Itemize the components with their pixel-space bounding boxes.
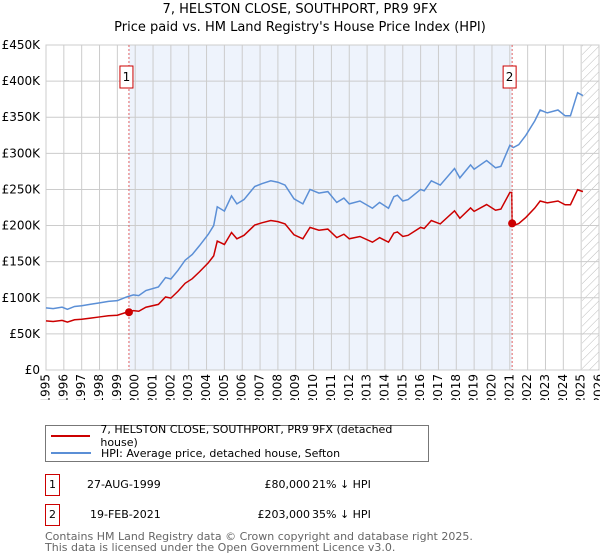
sale-marker-badge: 1 — [45, 474, 60, 496]
x-tick-label: 2011 — [324, 374, 338, 400]
y-tick-label: £200K — [2, 219, 42, 233]
plot-frame — [45, 44, 600, 371]
y-tick-label: £100K — [2, 291, 42, 305]
sale-marker-box — [502, 65, 517, 89]
x-tick-label: 2003 — [181, 374, 195, 400]
sale-row-2: 2 19-FEB-2021 £203,000 35% ↓ HPI — [45, 504, 445, 526]
x-tick-label: 2021 — [502, 374, 516, 400]
forecast-hatch — [582, 45, 599, 370]
x-tick-label: 2013 — [360, 374, 374, 400]
x-tick-label: 2023 — [538, 374, 552, 400]
legend-item-property: 7, HELSTON CLOSE, SOUTHPORT, PR9 9FX (de… — [51, 423, 428, 449]
x-tick-label: 2015 — [395, 374, 409, 400]
y-tick-label: £50K — [9, 327, 41, 341]
x-tick-label: 2010 — [306, 374, 320, 400]
sale-date: 19-FEB-2021 — [90, 508, 161, 521]
legend-label: 7, HELSTON CLOSE, SOUTHPORT, PR9 9FX (de… — [100, 423, 393, 449]
x-tick-label: 2008 — [270, 374, 284, 400]
x-tick-label: 2000 — [128, 374, 142, 400]
sale-marker-box — [119, 65, 134, 89]
property-price-line — [45, 188, 584, 323]
sale-price: £203,000 — [257, 508, 311, 521]
x-tick-label: 1999 — [110, 374, 124, 400]
x-tick-label: 2019 — [467, 374, 481, 400]
legend-label: HPI: Average price, detached house, Seft… — [101, 446, 341, 460]
x-tick-label: 1998 — [92, 374, 106, 400]
x-tick-label: 2004 — [199, 374, 213, 400]
x-tick-label: 1995 — [39, 374, 53, 400]
y-tick-label: £0 — [25, 363, 40, 377]
x-tick-label: 2017 — [431, 374, 445, 400]
y-tick-label: £250K — [2, 182, 42, 196]
sale-marker-label: 1 — [123, 70, 131, 84]
sale-point — [508, 219, 517, 228]
sale-marker-badge: 2 — [45, 504, 60, 526]
x-tick-label: 2018 — [449, 374, 463, 400]
legend-swatch-red — [51, 435, 91, 437]
y-tick-label: £450K — [2, 38, 42, 52]
chart-title: 7, HELSTON CLOSE, SOUTHPORT, PR9 9FX — [162, 2, 438, 17]
x-tick-label: 2024 — [556, 374, 570, 400]
x-tick-label: 2009 — [288, 374, 302, 400]
y-tick-label: £400K — [2, 74, 42, 88]
legend-item-hpi: HPI: Average price, detached house, Seft… — [51, 445, 340, 461]
sale-period-band — [128, 45, 513, 370]
x-tick-label: 2026 — [592, 374, 600, 400]
chart-subtitle: Price paid vs. HM Land Registry's House … — [114, 20, 486, 35]
x-tick-label: 2007 — [253, 374, 267, 400]
x-tick-label: 2002 — [163, 374, 177, 400]
hpi-line — [45, 91, 584, 311]
x-tick-label: 2020 — [484, 374, 498, 400]
x-tick-label: 2025 — [574, 374, 588, 400]
y-tick-label: £350K — [2, 110, 42, 124]
sale-marker-label: 2 — [506, 70, 514, 84]
y-tick-label: £150K — [2, 255, 42, 269]
footer: Contains HM Land Registry data © Crown c… — [45, 531, 473, 553]
sale-point — [124, 308, 133, 317]
sale-row-1: 1 27-AUG-1999 £80,000 21% ↓ HPI — [45, 474, 445, 496]
x-tick-label: 2006 — [235, 374, 249, 400]
x-tick-label: 2022 — [520, 374, 534, 400]
x-tick-label: 2012 — [342, 374, 356, 400]
x-tick-label: 1996 — [56, 374, 70, 400]
x-tick-label: 2001 — [146, 374, 160, 400]
sale-price: £80,000 — [264, 478, 311, 491]
legend-swatch-blue — [51, 452, 91, 454]
sale-hpi-diff: 35% ↓ HPI — [312, 508, 371, 521]
sale-date: 27-AUG-1999 — [87, 478, 161, 491]
price-chart: 1995 1996 1997 1998 1999 2000 2001 2002 2003 2004… — [2, 38, 600, 400]
x-tick-label: 2016 — [413, 374, 427, 400]
footer-line: This data is licensed under the Open Gov… — [45, 541, 396, 554]
x-tick-label: 2014 — [377, 374, 391, 400]
x-tick-label: 2005 — [217, 374, 231, 400]
footer-line: Contains HM Land Registry data © Crown c… — [45, 530, 473, 543]
sale-hpi-diff: 21% ↓ HPI — [312, 478, 371, 491]
y-tick-label: £300K — [2, 146, 42, 160]
x-tick-label: 1997 — [74, 374, 88, 400]
legend: 7, HELSTON CLOSE, SOUTHPORT, PR9 9FX (de… — [45, 423, 429, 462]
